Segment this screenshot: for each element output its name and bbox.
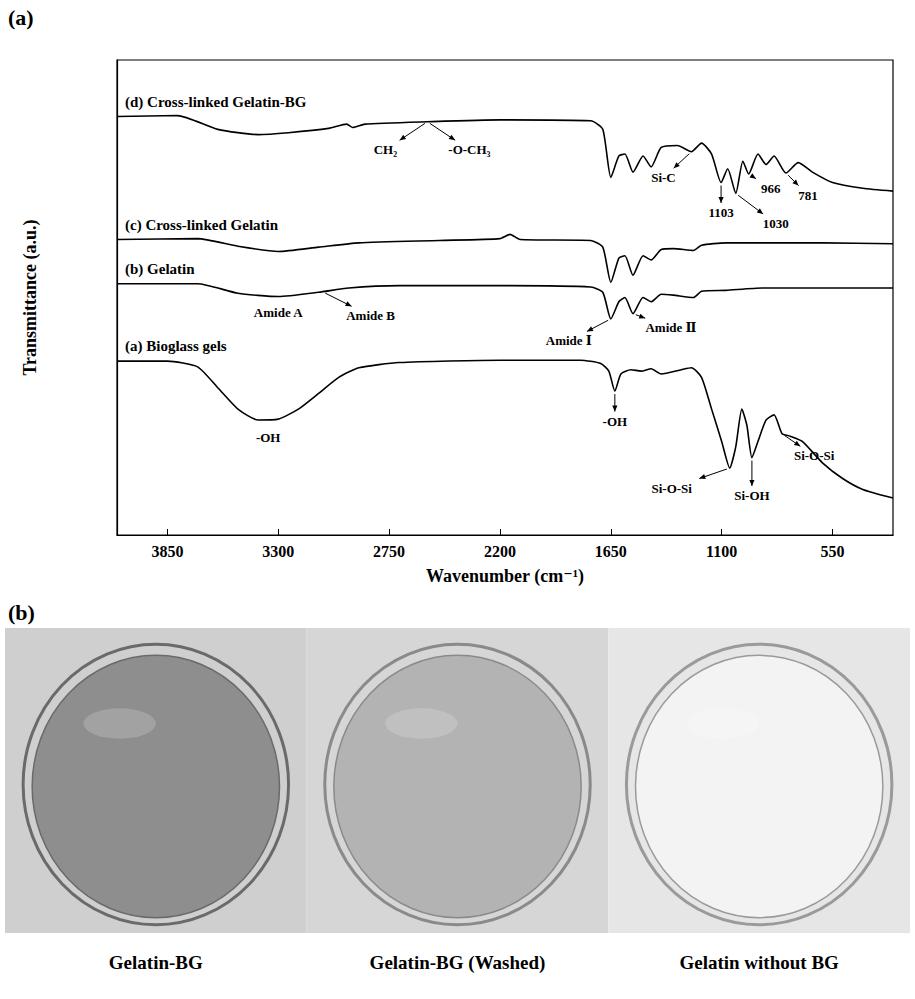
svg-text:(b): (b) bbox=[8, 600, 35, 625]
svg-text:Gelatin-BG: Gelatin-BG bbox=[109, 952, 203, 973]
svg-text:Wavenumber (cm⁻¹): Wavenumber (cm⁻¹) bbox=[426, 566, 584, 587]
svg-text:(a): (a) bbox=[8, 5, 34, 30]
svg-text:-OH: -OH bbox=[256, 430, 281, 445]
svg-text:1650: 1650 bbox=[595, 543, 627, 560]
svg-text:966: 966 bbox=[761, 181, 781, 196]
svg-text:781: 781 bbox=[798, 188, 818, 203]
svg-text:-O-CH₃: -O-CH₃ bbox=[448, 142, 490, 157]
svg-text:Si-O-Si: Si-O-Si bbox=[652, 481, 693, 496]
svg-text:1100: 1100 bbox=[706, 543, 737, 560]
svg-text:3300: 3300 bbox=[262, 543, 294, 560]
svg-text:CH₂: CH₂ bbox=[374, 142, 398, 157]
svg-text:(c) Cross-linked Gelatin: (c) Cross-linked Gelatin bbox=[125, 217, 279, 234]
svg-text:1103: 1103 bbox=[708, 205, 734, 220]
svg-text:550: 550 bbox=[821, 543, 845, 560]
svg-text:3850: 3850 bbox=[151, 543, 183, 560]
svg-text:Amide A: Amide A bbox=[254, 305, 303, 320]
svg-text:Si-O-Si: Si-O-Si bbox=[794, 448, 835, 463]
svg-text:1030: 1030 bbox=[763, 216, 789, 231]
svg-text:Amide B: Amide B bbox=[346, 308, 395, 323]
svg-text:Gelatin without BG: Gelatin without BG bbox=[679, 952, 839, 973]
svg-text:Si-C: Si-C bbox=[651, 170, 676, 185]
svg-text:Amide Ⅱ: Amide Ⅱ bbox=[645, 320, 696, 335]
svg-text:2200: 2200 bbox=[484, 543, 516, 560]
svg-text:(d) Cross-linked Gelatin-BG: (d) Cross-linked Gelatin-BG bbox=[125, 94, 307, 111]
svg-text:Amide Ⅰ: Amide Ⅰ bbox=[546, 333, 592, 348]
svg-text:(b) Gelatin: (b) Gelatin bbox=[125, 261, 195, 278]
svg-text:Gelatin-BG (Washed): Gelatin-BG (Washed) bbox=[370, 952, 546, 974]
svg-text:Transmittance (a.u.): Transmittance (a.u.) bbox=[20, 219, 41, 375]
svg-text:-OH: -OH bbox=[603, 414, 628, 429]
svg-text:(a) Bioglass gels: (a) Bioglass gels bbox=[125, 338, 227, 355]
svg-text:Si-OH: Si-OH bbox=[734, 488, 769, 503]
svg-text:2750: 2750 bbox=[373, 543, 405, 560]
